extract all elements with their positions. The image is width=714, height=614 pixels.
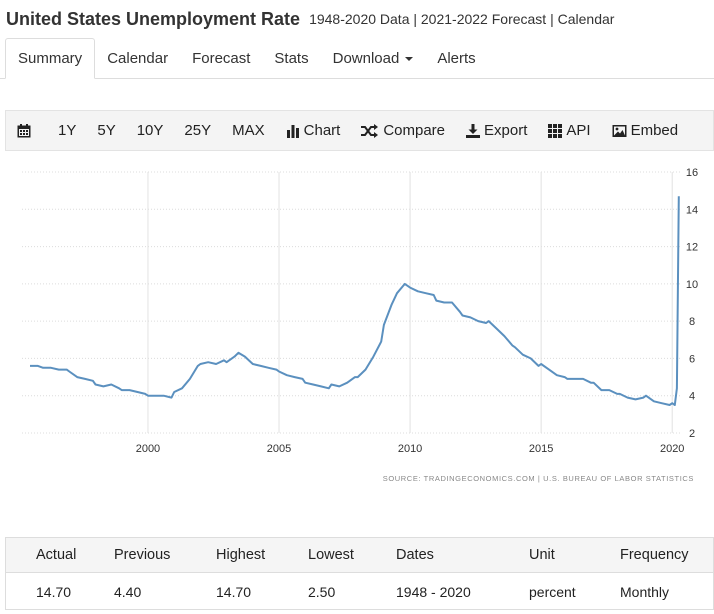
y-tick-label: 16 [686,167,698,179]
tab-label: Stats [274,50,309,67]
y-tick-label: 10 [686,279,698,291]
x-tick-label: 2015 [529,443,553,455]
header-unit: Unit [529,547,555,563]
page-subtitle: 1948-2020 Data | 2021-2022 Forecast | Ca… [309,11,615,27]
calendar-button[interactable] [17,123,35,138]
tab-calendar[interactable]: Calendar [95,38,180,79]
value-dates: 1948 - 2020 [396,583,471,600]
range-1y-button[interactable]: 1Y [58,122,77,139]
embed-button[interactable]: Embed [612,122,679,139]
compare-button[interactable]: Compare [361,122,445,139]
range-10y-button[interactable]: 10Y [136,122,164,139]
series-line [30,196,680,406]
unemployment-line-chart: 2 4 6 8 10 12 14 16 2000 2005 2010 2015 2020 SOURCE:… [22,167,698,483]
value-highest: 14.70 [216,583,252,600]
shuffle-icon [361,123,379,138]
range-5y-button[interactable]: 5Y [97,122,116,139]
stats-table: Actual Previous Highest Lowest Dates Uni… [5,537,714,610]
export-button[interactable]: Export [466,122,527,139]
value-lowest: 2.50 [308,583,336,600]
y-tick-label: 8 [689,316,695,328]
image-icon [612,124,627,137]
chart-label: Chart [303,122,341,139]
page-title: United States Unemployment Rate [6,8,301,29]
tab-alerts[interactable]: Alerts [425,38,487,79]
y-tick-label: 4 [689,391,695,403]
value-actual: 14.70 [36,583,72,600]
x-tick-label: 2005 [267,443,291,455]
y-tick-label: 14 [686,204,698,216]
chart-type-button[interactable]: Chart [286,122,341,139]
header-dates: Dates [396,547,434,563]
api-button[interactable]: API [548,122,591,139]
stats-value-row: 14.70 4.40 14.70 2.50 1948 - 2020 percen… [6,573,713,610]
header-actual: Actual [36,547,77,563]
tab-bar: Summary Calendar Forecast Stats Download… [0,38,714,79]
value-unit: percent [529,583,576,600]
grid-icon [548,123,563,138]
header-lowest: Lowest [308,547,354,563]
range-25y-button[interactable]: 25Y [184,122,212,139]
chart-source: SOURCE: TRADINGECONOMICS.COM | U.S. BURE… [383,474,694,483]
tab-summary[interactable]: Summary [5,38,96,79]
tab-download[interactable]: Download [321,38,426,79]
tab-stats[interactable]: Stats [262,38,320,79]
value-previous: 4.40 [114,583,142,600]
chart-area: 2 4 6 8 10 12 14 16 2000 2005 2010 2015 2020 SOURCE:… [0,152,714,497]
page-header: United States Unemployment Rate 1948-202… [0,0,714,38]
header-frequency: Frequency [620,547,689,563]
range-max-button[interactable]: MAX [232,122,265,139]
header-highest: Highest [216,547,266,563]
tab-label: Forecast [192,50,251,67]
header-previous: Previous [114,547,171,563]
tab-forecast[interactable]: Forecast [180,38,262,79]
stats-header-row: Actual Previous Highest Lowest Dates Uni… [6,538,713,573]
compare-label: Compare [383,122,446,139]
embed-label: Embed [630,122,679,139]
download-icon [466,123,481,138]
bar-chart-icon [286,124,299,138]
y-tick-label: 12 [686,242,698,254]
y-tick-label: 2 [689,428,695,440]
export-label: Export [484,122,528,139]
x-tick-label: 2010 [398,443,422,455]
tab-label: Calendar [107,50,169,67]
tab-label: Alerts [437,50,476,67]
x-tick-label: 2020 [660,443,684,455]
x-tick-label: 2000 [136,443,160,455]
tab-label: Download [332,50,400,67]
value-frequency: Monthly [620,583,670,600]
tab-label: Summary [18,50,83,67]
calendar-icon [17,123,31,137]
chart-toolbar: 1Y 5Y 10Y 25Y MAX Chart Compare Export A… [5,110,714,151]
y-tick-label: 6 [689,353,695,365]
api-label: API [566,122,591,139]
chevron-down-icon [405,56,414,61]
